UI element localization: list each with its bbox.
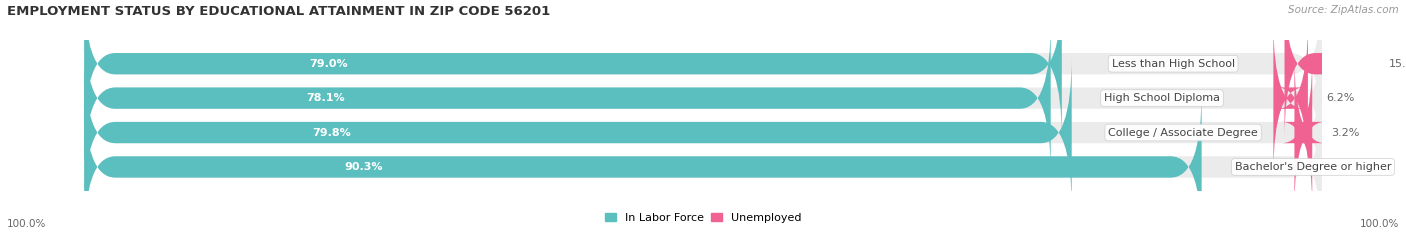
Text: High School Diploma: High School Diploma — [1104, 93, 1220, 103]
FancyBboxPatch shape — [1285, 0, 1371, 139]
Legend: In Labor Force, Unemployed: In Labor Force, Unemployed — [600, 209, 806, 227]
Text: 6.2%: 6.2% — [1326, 93, 1355, 103]
FancyBboxPatch shape — [84, 23, 1050, 174]
Text: 79.8%: 79.8% — [312, 127, 350, 137]
Text: 100.0%: 100.0% — [1360, 219, 1399, 229]
Text: 100.0%: 100.0% — [7, 219, 46, 229]
FancyBboxPatch shape — [84, 92, 1322, 233]
Text: 79.0%: 79.0% — [309, 59, 349, 69]
Text: 78.1%: 78.1% — [307, 93, 346, 103]
FancyBboxPatch shape — [84, 92, 1202, 233]
Text: 15.4%: 15.4% — [1389, 59, 1406, 69]
Text: EMPLOYMENT STATUS BY EDUCATIONAL ATTAINMENT IN ZIP CODE 56201: EMPLOYMENT STATUS BY EDUCATIONAL ATTAINM… — [7, 5, 550, 18]
Text: Less than High School: Less than High School — [1112, 59, 1234, 69]
FancyBboxPatch shape — [84, 57, 1322, 208]
FancyBboxPatch shape — [84, 23, 1322, 174]
Text: 3.2%: 3.2% — [1331, 127, 1360, 137]
FancyBboxPatch shape — [1281, 57, 1326, 208]
FancyBboxPatch shape — [84, 57, 1071, 208]
FancyBboxPatch shape — [84, 0, 1062, 139]
Text: Bachelor's Degree or higher: Bachelor's Degree or higher — [1234, 162, 1391, 172]
FancyBboxPatch shape — [84, 0, 1322, 139]
FancyBboxPatch shape — [1274, 23, 1308, 174]
Text: 90.3%: 90.3% — [344, 162, 382, 172]
Text: College / Associate Degree: College / Associate Degree — [1108, 127, 1258, 137]
Text: Source: ZipAtlas.com: Source: ZipAtlas.com — [1288, 5, 1399, 15]
